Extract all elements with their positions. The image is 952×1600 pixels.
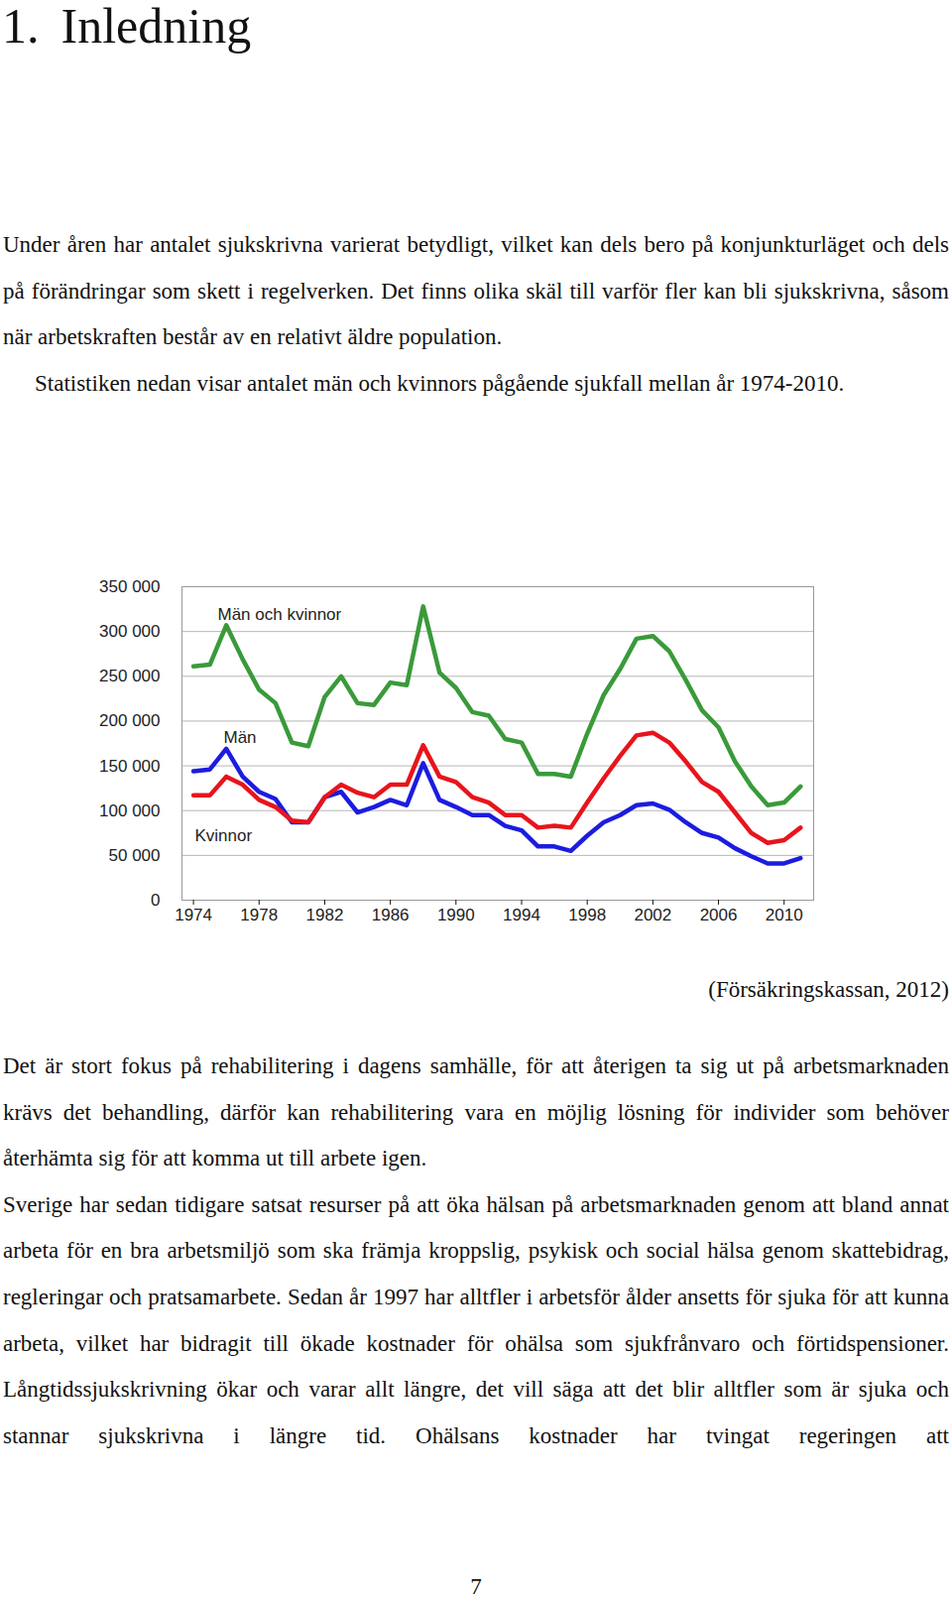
- svg-text:2006: 2006: [700, 905, 738, 925]
- svg-text:1974: 1974: [174, 905, 213, 925]
- svg-text:1982: 1982: [306, 905, 345, 925]
- html-text:Det är stort fokus på rehabili: Det är stort fokus på rehabilitering i d…: [2, 1053, 950, 1171]
- html-text:Sverige har sedan tidigare sat: Sverige har sedan tidigare satsat resurs…: [2, 1191, 950, 1448]
- svg-text:50 000: 50 000: [109, 845, 161, 865]
- svg-text:300 000: 300 000: [99, 621, 160, 641]
- svg-text:200 000: 200 000: [99, 711, 160, 730]
- svg-text:1990: 1990: [437, 905, 476, 925]
- html-text:Statistiken nedan visar antale: Statistiken nedan visar antalet män och …: [34, 370, 845, 396]
- svg-text:0: 0: [150, 890, 160, 910]
- html-text:Under åren har antalet sjukskr: Under åren har antalet sjukskrivna varie…: [2, 232, 950, 350]
- svg-text:1978: 1978: [239, 905, 278, 925]
- svg-text:1986: 1986: [371, 905, 410, 925]
- svg-text:100 000: 100 000: [99, 801, 160, 821]
- svg-text:2010: 2010: [765, 905, 804, 925]
- svg-text:Män och kvinnor: Män och kvinnor: [218, 604, 343, 624]
- svg-text:Män: Män: [224, 727, 257, 747]
- html-text:(Försäkringskassan, 2012): (Försäkringskassan, 2012): [708, 976, 950, 1002]
- svg-text:1998: 1998: [568, 905, 606, 925]
- svg-text:350 000: 350 000: [99, 577, 160, 596]
- svg-text:1994: 1994: [502, 905, 541, 925]
- svg-text:150 000: 150 000: [99, 756, 160, 776]
- html-text:7: 7: [470, 1573, 482, 1599]
- svg-text:2002: 2002: [633, 905, 672, 925]
- svg-text:Kvinnor: Kvinnor: [195, 826, 253, 845]
- svg-text:250 000: 250 000: [99, 666, 160, 686]
